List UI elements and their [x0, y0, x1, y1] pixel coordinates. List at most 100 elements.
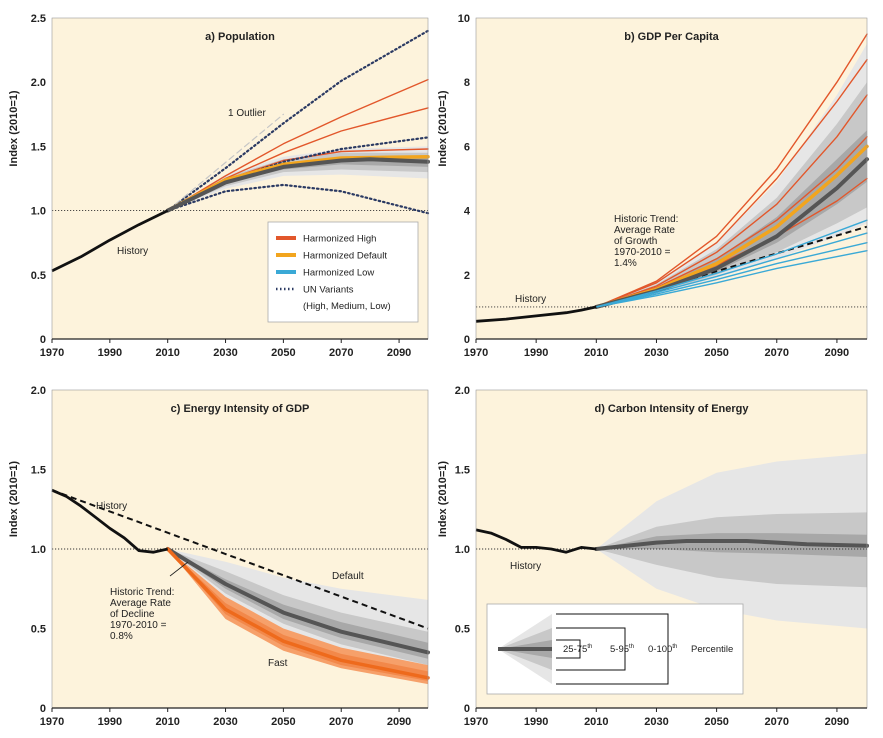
x-tick-label: 2050	[704, 347, 728, 359]
historic-trend-annotation: Average Rate	[614, 225, 675, 236]
series-high-2	[595, 94, 868, 308]
x-tick-label: 2070	[329, 716, 353, 728]
outlier-label: 1 Outlier	[228, 108, 266, 119]
x-tick-label: 2010	[584, 347, 608, 359]
x-tick-label: 2090	[825, 716, 849, 728]
y-tick-label: 4	[464, 206, 471, 218]
y-tick-label: 1.5	[31, 141, 46, 153]
fast-label: Fast	[268, 658, 288, 669]
series-un-3	[166, 29, 430, 212]
x-tick-label: 2010	[584, 716, 608, 728]
bracket-5-95	[556, 627, 626, 671]
historic-trend-annotation: 1970-2010 =	[110, 620, 167, 631]
x-tick-label: 2070	[329, 347, 353, 359]
y-tick-label: 8	[464, 77, 470, 89]
y-tick-label: 10	[458, 13, 470, 25]
historic-trend-annotation: Average Rate	[110, 598, 171, 609]
panel-title: d) Carbon Intensity of Energy	[594, 403, 749, 415]
series-median-0	[594, 539, 869, 551]
y-tick-label: 2.0	[31, 77, 46, 89]
x-tick-label: 1970	[464, 716, 488, 728]
percentile-word: Percentile	[691, 644, 733, 655]
percentile-label: 25-75th	[563, 644, 592, 655]
x-tick-label: 1970	[40, 716, 64, 728]
y-tick-label: 0	[40, 334, 46, 346]
series-low-10	[595, 249, 868, 308]
legend-entry: (High, Medium, Low)	[303, 301, 391, 312]
historic-trend-line	[51, 489, 429, 630]
x-tick-label: 2010	[155, 347, 179, 359]
y-tick-label: 0	[464, 703, 470, 715]
band-5-95	[167, 152, 428, 211]
series-high-1	[595, 59, 868, 308]
series-median-8	[165, 157, 430, 213]
x-tick-label: 1990	[98, 716, 122, 728]
series-un-5	[166, 183, 430, 215]
y-tick-label: 1.5	[31, 465, 46, 477]
x-tick-label: 2050	[271, 716, 295, 728]
percentile-label: 5-95th	[610, 644, 634, 655]
y-tick-label: 0.5	[31, 270, 46, 282]
x-tick-label: 2070	[765, 716, 789, 728]
y-axis-label: Index (2010=1)	[437, 90, 449, 166]
x-tick-label: 1970	[464, 347, 488, 359]
legend-entry: UN Variants	[303, 285, 354, 296]
x-tick-label: 2090	[387, 347, 411, 359]
y-tick-label: 2.0	[31, 385, 46, 397]
historic-trend-annotation: Historic Trend:	[614, 214, 678, 225]
y-axis-label: Index (2010=1)	[8, 461, 20, 537]
series-median-0	[165, 547, 430, 655]
y-axis-label: Index (2010=1)	[8, 90, 20, 166]
bracket-25-75	[556, 639, 581, 659]
historic-trend-annotation: of Decline	[110, 609, 155, 620]
history-line	[51, 209, 169, 273]
y-tick-label: 6	[464, 141, 470, 153]
x-tick-label: 2070	[765, 347, 789, 359]
x-tick-label: 2050	[271, 347, 295, 359]
y-tick-label: 2.0	[455, 385, 470, 397]
x-tick-label: 1990	[524, 347, 548, 359]
historic-trend-annotation: Historic Trend:	[110, 587, 174, 598]
historic-trend-line	[596, 225, 868, 308]
band-25-75	[596, 130, 867, 307]
band-25-75	[167, 549, 428, 659]
x-tick-label: 2030	[213, 716, 237, 728]
x-tick-label: 2010	[155, 716, 179, 728]
historic-trend-annotation: 1.4%	[614, 258, 637, 269]
y-axis-label: Index (2010=1)	[437, 461, 449, 537]
series-low-9	[595, 241, 868, 308]
panel-a: 1970 1990 2010 2030 2050 2070 2090 0 0.5 1.0 1.5 2.…	[8, 13, 430, 359]
history-line	[51, 488, 169, 554]
historic-trend-annotation: 1970-2010 =	[614, 247, 671, 258]
percentile-legend: 25-75th 5-95th 0-100th Percentile	[486, 603, 744, 695]
y-tick-label: 1.5	[455, 465, 470, 477]
legend-entry: Harmonized Default	[303, 251, 387, 262]
y-tick-label: 0	[464, 334, 470, 346]
y-tick-label: 0.5	[31, 624, 46, 636]
x-tick-label: 2030	[644, 347, 668, 359]
panel-title: c) Energy Intensity of GDP	[171, 403, 310, 415]
x-tick-label: 2090	[825, 347, 849, 359]
legend-entry: Harmonized High	[303, 234, 376, 245]
history-line	[475, 528, 597, 554]
panel-c: 1970 1990 2010 2030 2050 2070 2090 0 0.5 1.0 1.5 2.…	[8, 385, 430, 728]
annotation-pointer	[169, 561, 189, 577]
series-low-8	[595, 232, 868, 308]
y-tick-label: 0	[40, 703, 46, 715]
panel-b: 1970 1990 2010 2030 2050 2070 2090 0 2 4 6 8 10 Index…	[437, 13, 869, 359]
y-tick-label: 2	[464, 270, 470, 282]
history-label: History	[96, 501, 127, 512]
y-tick-label: 1.0	[31, 206, 46, 218]
history-label: History	[117, 246, 148, 257]
percentile-label: 0-100th	[648, 644, 677, 655]
x-tick-label: 1990	[524, 716, 548, 728]
history-label: History	[510, 561, 541, 572]
y-tick-label: 0.5	[455, 624, 470, 636]
bracket-0-100	[556, 613, 669, 685]
historic-trend-annotation: of Growth	[614, 236, 657, 247]
panel-d: 1970 1990 2010 2030 2050 2070 2090 0 0.5 1.0 1.5 2.…	[437, 385, 869, 728]
default-label: Default	[332, 571, 364, 582]
history-label: History	[515, 294, 546, 305]
series-high-0	[166, 78, 429, 212]
